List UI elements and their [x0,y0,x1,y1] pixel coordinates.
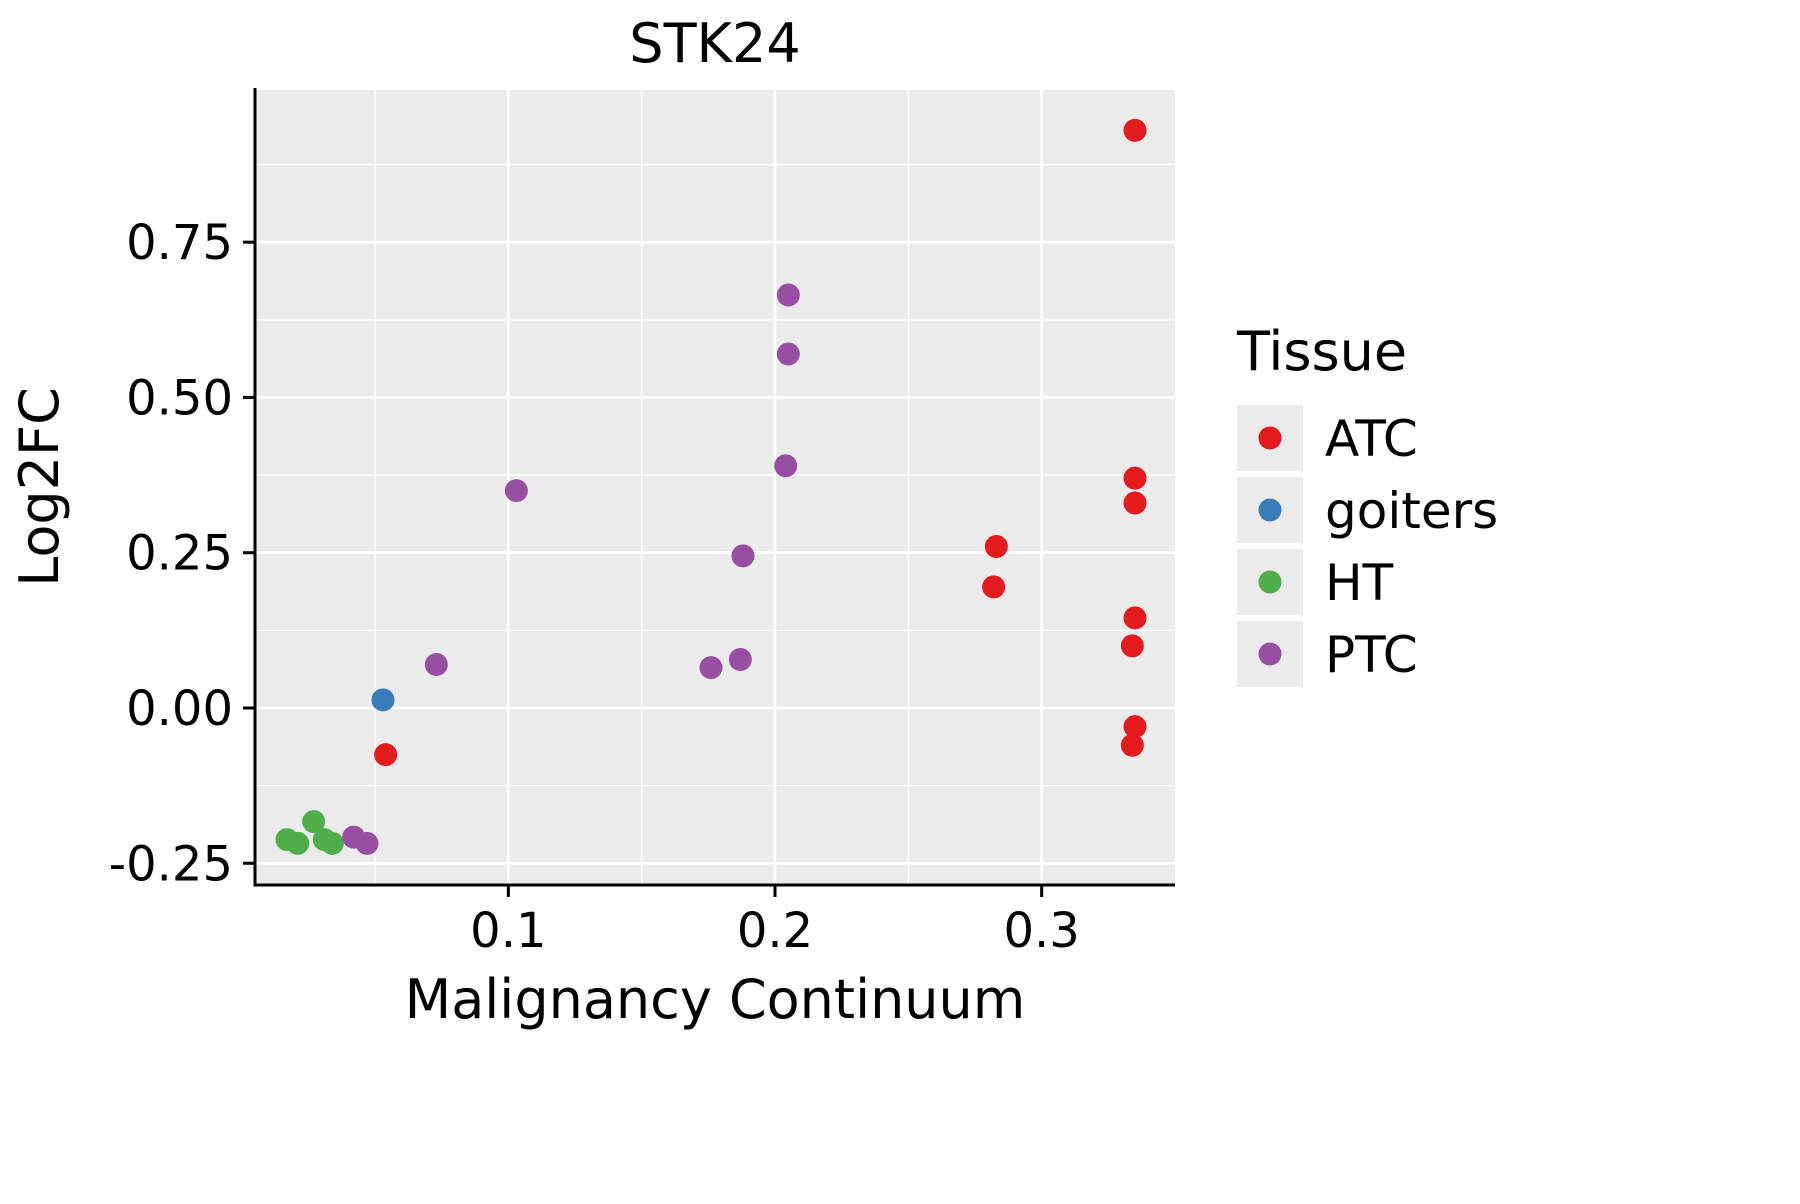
data-point-PTC [776,283,800,307]
legend-dot-goiters [1258,498,1282,522]
data-point-ATC [1120,733,1144,757]
axis-lines [253,88,1175,887]
y-tick-label: 0.75 [126,215,233,271]
data-point-ATC [1123,491,1147,515]
data-point-PTC [424,653,448,677]
data-point-PTC [699,656,723,680]
legend-items: ATC goiters HT PTC [1237,405,1498,687]
data-point-ATC [1120,634,1144,658]
legend-dot-ATC [1258,426,1282,450]
y-tick-label: -0.25 [109,836,233,892]
plot-panel [255,90,1175,885]
data-point-PTC [355,831,379,855]
major-gridlines [255,90,1175,885]
y-tick-label: 0.25 [126,526,233,582]
data-point-HT [320,831,344,855]
x-tick-label: 0.3 [1003,903,1079,959]
data-point-HT [302,810,326,834]
legend-label-PTC: PTC [1325,626,1418,684]
data-point-ATC [374,743,398,767]
legend-dot-PTC [1258,642,1282,666]
legend-dot-HT [1258,570,1282,594]
legend-title: Tissue [1236,320,1407,383]
legend-label-goiters: goiters [1325,482,1498,540]
data-point-HT [286,831,310,855]
data-point-goiters [371,688,395,712]
legend: Tissue ATC goiters HT PTC [1236,320,1498,687]
y-axis-label: Log2FC [8,387,71,587]
data-point-PTC [504,479,528,503]
x-tick-label: 0.1 [470,903,546,959]
data-point-PTC [776,342,800,366]
data-point-ATC [1123,606,1147,630]
x-axis-label: Malignancy Continuum [405,968,1026,1031]
chart-title: STK24 [629,12,800,75]
x-tick-label: 0.2 [737,903,813,959]
data-point-PTC [731,544,755,568]
data-point-ATC [982,575,1006,599]
legend-label-HT: HT [1325,554,1394,612]
minor-gridlines [255,90,1175,885]
data-point-ATC [984,535,1008,559]
data-point-PTC [774,454,798,478]
data-point-PTC [728,648,752,672]
data-point-ATC [1123,466,1147,490]
legend-label-ATC: ATC [1325,410,1418,468]
data-points [275,118,1147,855]
y-tick-label: 0.50 [126,370,233,426]
data-point-ATC [1123,118,1147,142]
axis-ticks: 0.1 0.2 0.3 -0.25 0.00 0.25 0.50 0.75 [109,215,1080,959]
data-point-ATC [1123,715,1147,739]
y-tick-label: 0.00 [126,681,233,737]
